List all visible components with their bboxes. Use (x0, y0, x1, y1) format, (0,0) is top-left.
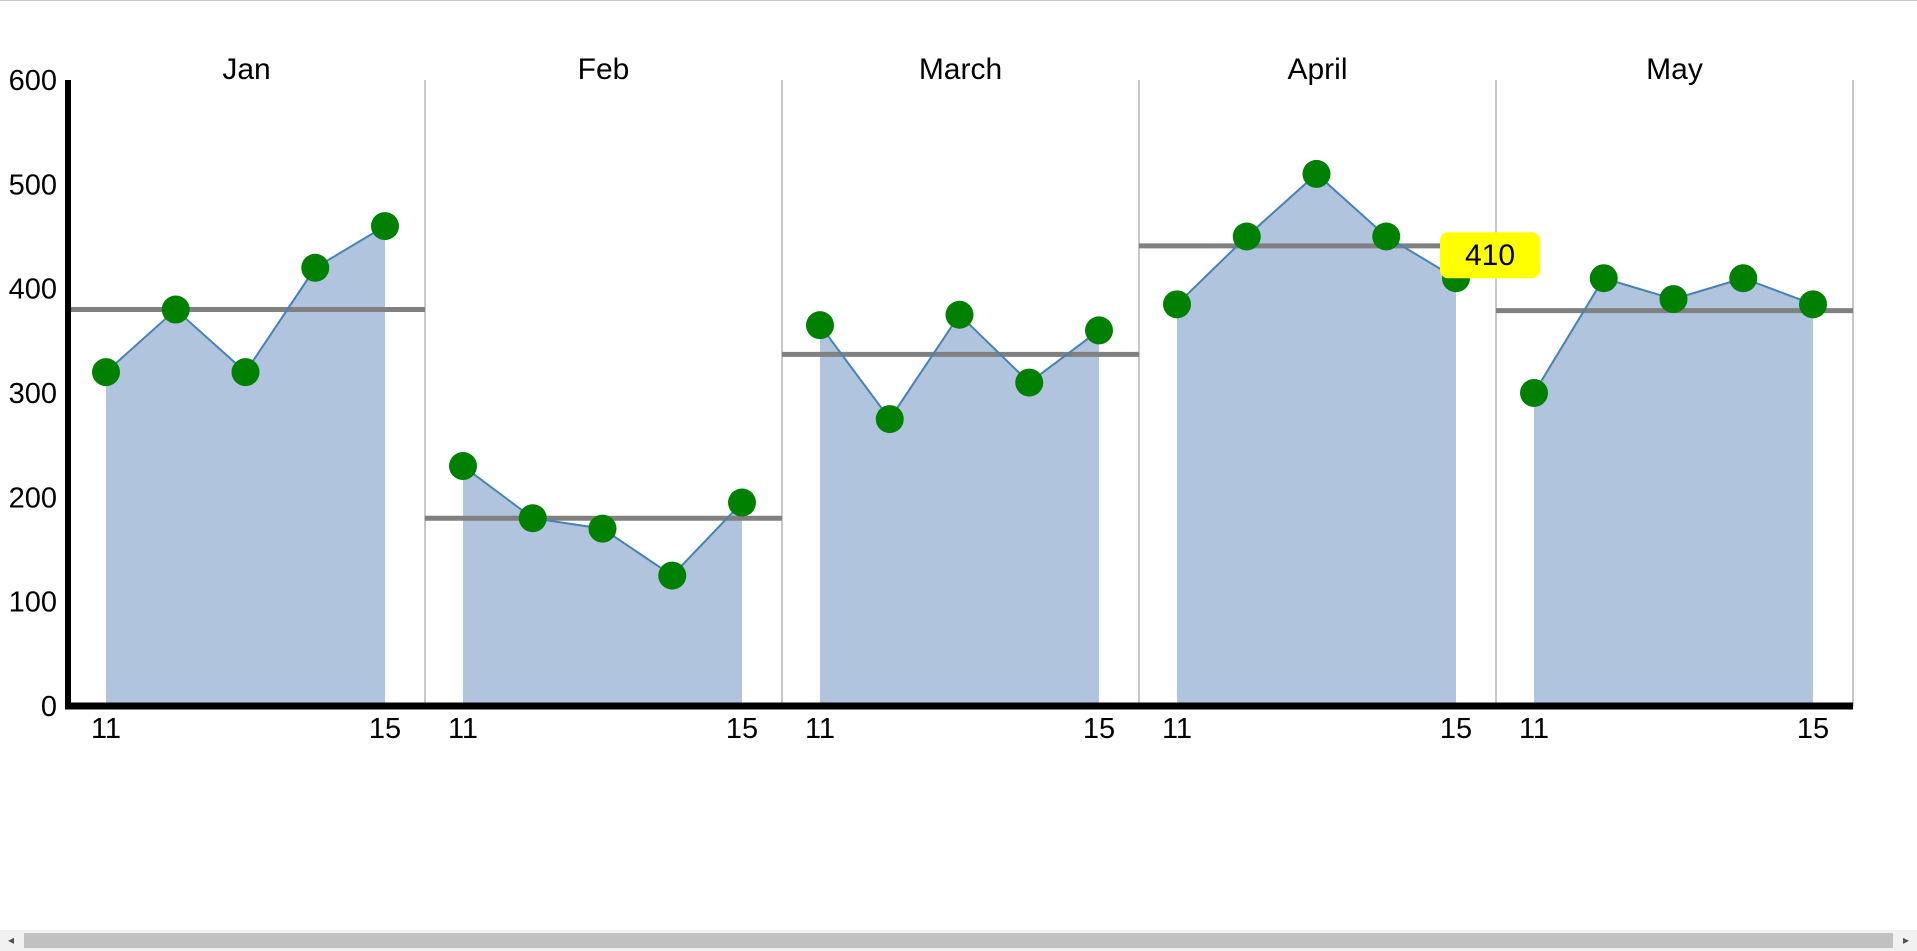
panel-may: May 11 15 (1496, 53, 1853, 745)
y-tick-label: 300 (9, 378, 57, 410)
x-tick-label: 15 (726, 713, 758, 745)
month-label: March (919, 53, 1002, 86)
y-tick-label: 600 (9, 65, 57, 97)
area-april (1177, 173, 1456, 706)
month-label: Jan (222, 53, 270, 86)
tooltip-box (1440, 232, 1540, 279)
x-tick-label: 11 (91, 713, 121, 745)
y-tick-label: 200 (9, 482, 57, 514)
data-point (588, 514, 617, 543)
top-border (0, 0, 1917, 1)
panels-group: Jan 11 15 Feb 11 15 March 11 15 April 11 15 May 11 15 (68, 53, 1854, 745)
data-point (161, 295, 190, 324)
data-point (231, 358, 260, 387)
x-tick-label: 11 (1162, 713, 1192, 745)
area-feb (463, 466, 742, 706)
x-tick-label: 15 (369, 713, 401, 745)
data-point (449, 452, 477, 481)
x-tick-label: 15 (1797, 713, 1829, 745)
month-label: April (1287, 53, 1347, 86)
panel-march: March 11 15 (782, 53, 1139, 745)
data-point (518, 504, 547, 533)
y-tick-label: 100 (9, 587, 57, 619)
data-point (945, 300, 974, 329)
data-point (1085, 316, 1113, 345)
data-point (875, 405, 904, 434)
data-point (1799, 290, 1827, 319)
panel-feb: Feb 11 15 (425, 53, 782, 745)
data-point (1520, 379, 1548, 407)
data-point (92, 358, 120, 387)
data-point (1729, 264, 1758, 293)
x-tick-label: 15 (1440, 713, 1472, 745)
axes-group: 0 100 200 300 400 500 600 (9, 65, 1853, 723)
scrollbar-thumb[interactable] (24, 933, 1893, 948)
data-point (1302, 159, 1331, 188)
x-tick-label: 11 (448, 713, 478, 745)
scroll-left-arrow-icon[interactable]: ◂ (7, 933, 15, 947)
panel-april: April 11 15 (1139, 53, 1496, 745)
data-point (1232, 222, 1261, 251)
horizontal-scrollbar[interactable]: ◂ ▸ (0, 930, 1917, 951)
scroll-right-arrow-icon[interactable]: ▸ (1902, 933, 1910, 947)
x-tick-label: 11 (1519, 713, 1549, 745)
data-point (1372, 222, 1401, 251)
month-label: Feb (578, 53, 630, 86)
data-point (1015, 368, 1044, 397)
x-tick-label: 11 (805, 713, 835, 745)
y-tick-label: 400 (9, 274, 57, 306)
x-tick-label: 15 (1083, 713, 1115, 745)
data-point (1589, 264, 1618, 293)
area-march (820, 314, 1099, 706)
tooltip-value: 410 (1465, 239, 1515, 272)
data-point (301, 253, 330, 282)
y-tick-label: 500 (9, 169, 57, 201)
tooltip-layer: 410 (1440, 232, 1540, 279)
area-may (1534, 278, 1813, 706)
data-point (728, 488, 756, 517)
data-point (371, 212, 399, 241)
area-jan (106, 226, 385, 707)
data-point (1163, 290, 1191, 319)
data-point (658, 561, 687, 590)
data-point (806, 311, 834, 340)
data-point (1659, 285, 1688, 314)
y-tick-label: 0 (41, 691, 57, 723)
panel-jan: Jan 11 15 (68, 53, 425, 745)
month-label: May (1646, 53, 1703, 86)
